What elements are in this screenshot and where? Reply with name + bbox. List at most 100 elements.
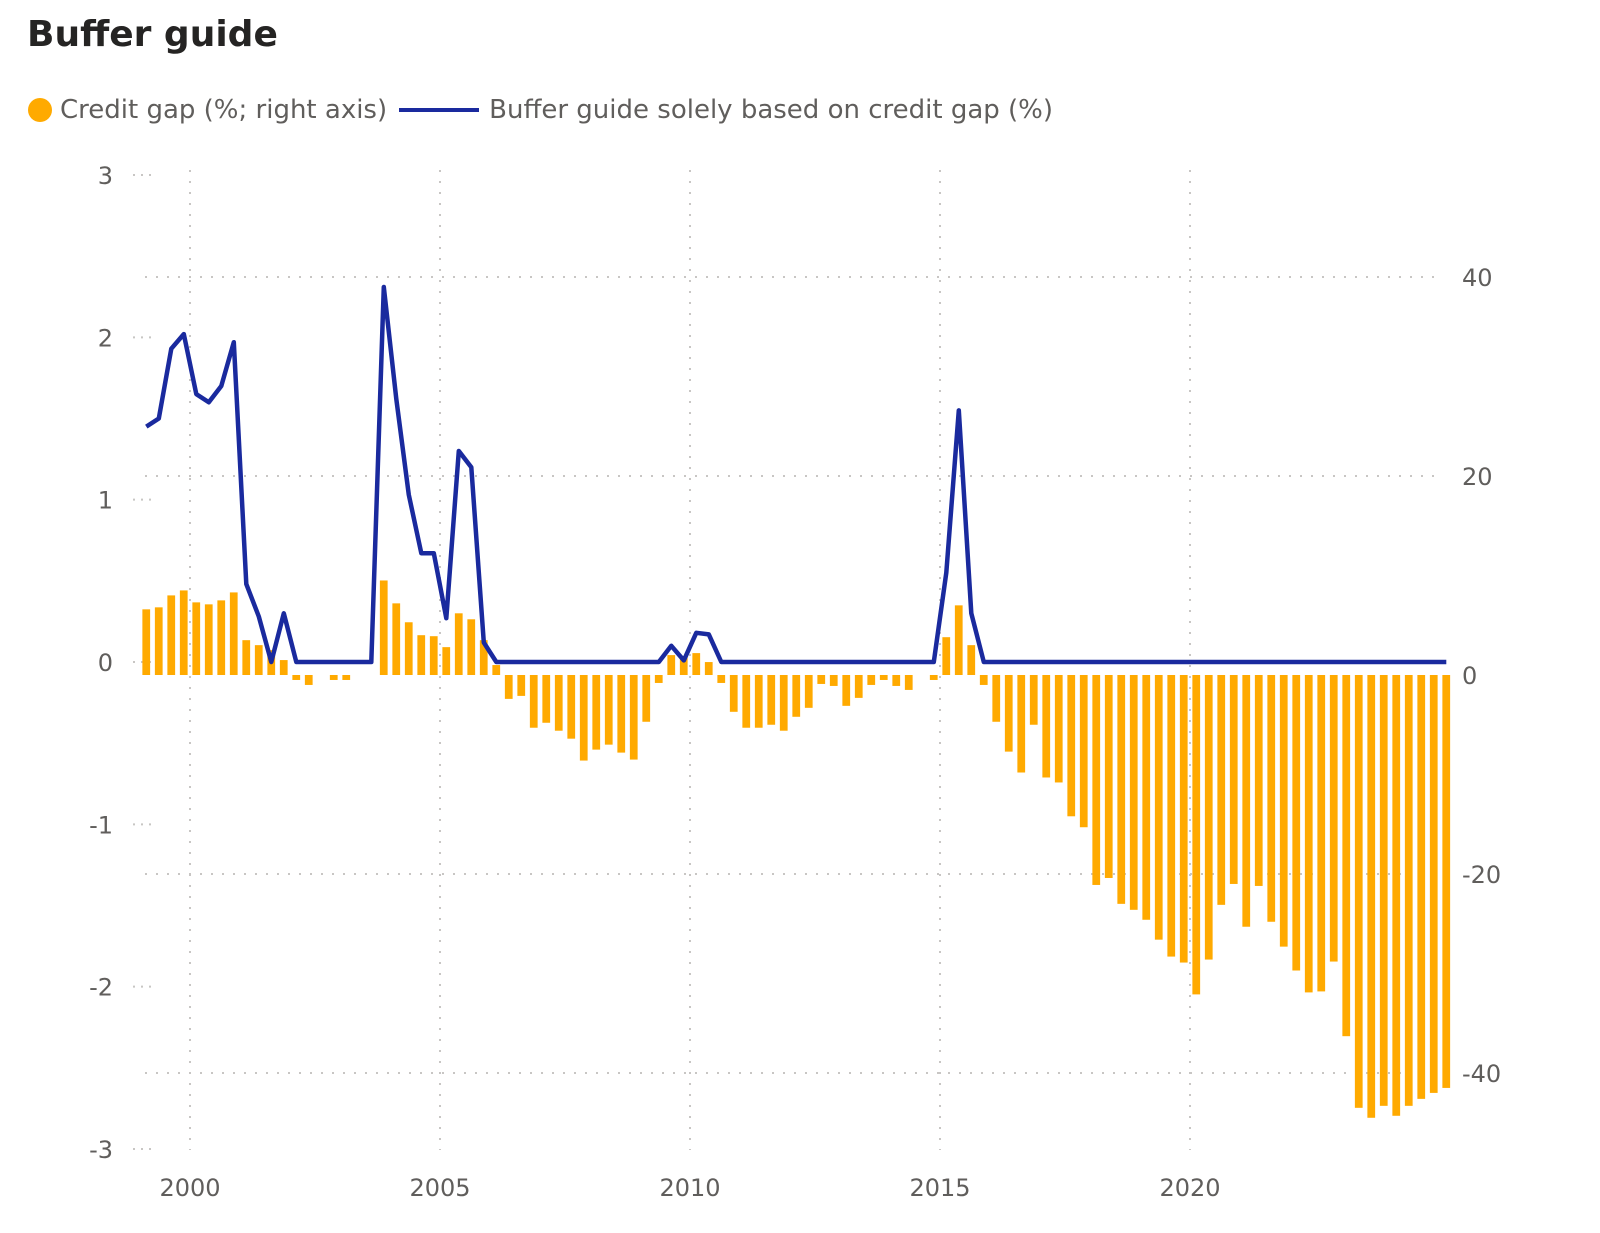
legend: Credit gap (%; right axis) Buffer guide …	[28, 88, 1065, 132]
credit-gap-bar	[754, 675, 763, 728]
x-axis-tick-label: 2020	[1159, 1174, 1220, 1202]
credit-gap-bar	[142, 609, 151, 675]
credit-gap-bar	[1342, 675, 1351, 1037]
buffer-guide-line	[145, 284, 1447, 665]
credit-gap-bar	[1367, 675, 1376, 1118]
credit-gap-bar	[554, 675, 563, 731]
legend-line-icon	[399, 108, 480, 112]
credit-gap-bar	[1279, 675, 1288, 947]
credit-gap-bar	[292, 675, 301, 680]
legend-label-buffer-guide: Buffer guide solely based on credit gap …	[489, 95, 1054, 125]
credit-gap-bar	[942, 637, 951, 675]
credit-gap-bar	[1154, 675, 1163, 940]
credit-gap-bar	[1354, 675, 1363, 1108]
axis-ticks: 3 2 1 0 -1 -2 -3 40 20 0 -20 -40 2000 2005 2010 2015 202…	[89, 162, 1501, 1202]
credit-gap-bar	[867, 675, 876, 685]
left-axis-tick-label: -2	[89, 974, 113, 1002]
credit-gap-bars	[142, 580, 1451, 1118]
credit-gap-bar	[454, 613, 463, 675]
credit-gap-bar	[529, 675, 538, 728]
credit-gap-bar	[1292, 675, 1301, 971]
x-axis-tick-label: 2015	[909, 1174, 970, 1202]
right-axis-tick-label: 40	[1462, 264, 1493, 292]
credit-gap-bar	[179, 590, 188, 675]
credit-gap-bar	[1117, 675, 1126, 904]
credit-gap-bar	[379, 580, 388, 675]
credit-gap-bar	[192, 602, 201, 675]
buffer-guide-line-layer	[145, 284, 1447, 665]
legend-item-credit-gap[interactable]: Credit gap (%; right axis)	[28, 95, 387, 125]
credit-gap-bar	[1092, 675, 1101, 885]
credit-gap-bar	[204, 604, 213, 675]
credit-gap-bar	[1179, 675, 1188, 963]
credit-gap-bar	[342, 675, 351, 680]
credit-gap-bar	[992, 675, 1001, 722]
credit-gap-bar	[1017, 675, 1026, 773]
right-axis-tick-label: 0	[1462, 662, 1477, 690]
credit-gap-bar	[1042, 675, 1051, 778]
credit-gap-bar	[829, 675, 838, 686]
credit-gap-bar	[854, 675, 863, 698]
left-axis-tick-label: -1	[89, 811, 113, 839]
credit-gap-bar	[929, 675, 938, 680]
credit-gap-bar	[717, 675, 726, 683]
credit-gap-bar	[642, 675, 651, 722]
right-axis-tick-label: -20	[1462, 861, 1501, 889]
credit-gap-bar	[479, 640, 488, 675]
credit-gap-bar	[629, 675, 638, 760]
credit-gap-bar	[1142, 675, 1151, 920]
credit-gap-bar	[1404, 675, 1413, 1106]
credit-gap-bar	[1379, 675, 1388, 1106]
credit-gap-bar	[1317, 675, 1326, 992]
credit-gap-bar	[329, 675, 338, 680]
left-axis-tick-label: 0	[98, 649, 113, 677]
credit-gap-bar	[1254, 675, 1263, 886]
credit-gap-bar	[892, 675, 901, 686]
left-axis-tick-label: 1	[98, 487, 113, 515]
credit-gap-bar	[567, 675, 576, 739]
credit-gap-bar	[767, 675, 776, 725]
credit-gap-bar	[1029, 675, 1038, 725]
credit-gap-bar	[1242, 675, 1251, 927]
credit-gap-bar	[1004, 675, 1013, 752]
credit-gap-bar	[417, 635, 426, 675]
credit-gap-bar	[279, 660, 288, 675]
credit-gap-bar	[692, 653, 701, 675]
credit-gap-bar	[1217, 675, 1226, 905]
credit-gap-bar	[804, 675, 813, 708]
credit-gap-bar	[504, 675, 513, 699]
right-axis-tick-label: 20	[1462, 463, 1493, 491]
credit-gap-bar	[779, 675, 788, 731]
credit-gap-bar	[1429, 675, 1438, 1093]
left-axis-tick-label: -3	[89, 1136, 113, 1164]
x-axis-tick-label: 2000	[159, 1174, 220, 1202]
left-axis-tick-label: 2	[98, 324, 113, 352]
credit-gap-bar	[1067, 675, 1076, 817]
credit-gap-bar	[792, 675, 801, 717]
credit-gap-bar	[729, 675, 738, 712]
credit-gap-bar	[242, 640, 251, 675]
x-axis-tick-label: 2005	[409, 1174, 470, 1202]
credit-gap-bar	[1104, 675, 1113, 878]
credit-gap-bar	[217, 600, 226, 675]
credit-gap-bar	[879, 675, 888, 680]
credit-gap-bar	[1079, 675, 1088, 828]
credit-gap-bar	[404, 622, 413, 675]
credit-gap-bar	[654, 675, 663, 683]
credit-gap-bar	[1054, 675, 1063, 783]
x-axis-tick-label: 2010	[659, 1174, 720, 1202]
credit-gap-bar	[592, 675, 601, 750]
credit-gap-bar	[954, 605, 963, 675]
credit-gap-bar	[254, 645, 263, 675]
credit-gap-bar	[742, 675, 751, 728]
credit-gap-bar	[1167, 675, 1176, 957]
credit-gap-bar	[979, 675, 988, 685]
credit-gap-bar	[542, 675, 551, 723]
legend-item-buffer-guide[interactable]: Buffer guide solely based on credit gap …	[399, 95, 1053, 125]
legend-dot-icon	[28, 98, 52, 122]
credit-gap-bar	[704, 662, 713, 675]
credit-gap-bar	[467, 619, 476, 675]
credit-gap-bar	[967, 645, 976, 675]
credit-gap-bar	[667, 655, 676, 675]
